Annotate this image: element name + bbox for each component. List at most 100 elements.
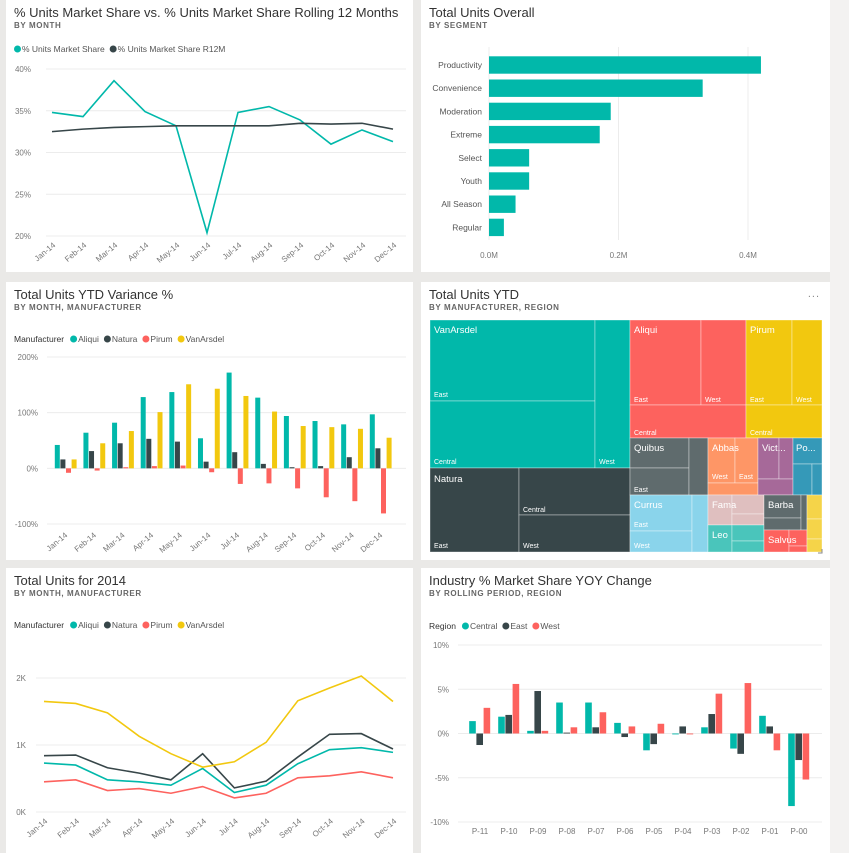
treemap-label-manufacturer: Aliqui <box>634 325 657 336</box>
legend-label: % Units Market Share R12M <box>118 44 226 54</box>
bar-east-p-07 <box>592 727 599 734</box>
tile-total-units-ytd-treemap[interactable]: Total Units YTD BY MANUFACTURER, REGION … <box>421 282 830 560</box>
legend-label: Aliqui <box>78 334 99 344</box>
treemap-cell-natura-east <box>429 467 520 553</box>
tile-subtitle: BY MONTH, MANUFACTURER <box>14 303 142 312</box>
treemap-cell-pirum-central <box>745 404 823 439</box>
treemap-cell-salvus-c <box>788 545 808 553</box>
legend-marker-pirum <box>142 335 150 343</box>
treemap-label-region: West <box>705 397 721 404</box>
legend-marker-vanarsdel <box>177 335 185 343</box>
treemap-label-region: East <box>634 397 648 404</box>
bar-vanarsdel-dec-14 <box>386 437 392 469</box>
bar-aliqui-mar-14 <box>112 422 118 469</box>
legend-label: Natura <box>112 334 138 344</box>
treemap-label-region: East <box>634 487 648 494</box>
tile-total-units-2014[interactable]: Total Units for 2014 BY MONTH, MANUFACTU… <box>6 568 413 853</box>
tile-market-share-line-chart[interactable]: % Units Market Share vs. % Units Market … <box>6 0 413 272</box>
treemap-cell-abbas-other <box>707 482 759 496</box>
category-label: Regular <box>452 222 482 232</box>
bar-east-p-03 <box>708 714 715 734</box>
treemap-cell-other-a <box>806 494 823 520</box>
bar-natura-jun-14 <box>203 461 209 469</box>
bar-east-p-09 <box>534 691 541 734</box>
x-tick-label: 0.0M <box>480 251 498 260</box>
tile-ytd-variance[interactable]: Total Units YTD Variance % BY MONTH, MAN… <box>6 282 413 560</box>
bar-pirum-mar-14 <box>123 467 129 469</box>
bar-pirum-dec-14 <box>381 468 386 514</box>
treemap-label-region: West <box>796 397 812 404</box>
treemap-label-manufacturer: Leo <box>712 530 728 541</box>
tile-industry-yoy-change[interactable]: Industry % Market Share YOY Change BY RO… <box>421 568 830 853</box>
series-line-0 <box>51 79 394 236</box>
treemap-label-region: West <box>523 543 539 550</box>
treemap-label-region: West <box>599 459 615 466</box>
treemap-cell-pomum-c <box>811 463 823 496</box>
x-tick-label: Jun-14 <box>183 816 208 839</box>
x-tick-label: P-08 <box>559 827 576 836</box>
bar-pirum-oct-14 <box>323 468 329 498</box>
category-label: Moderation <box>439 106 482 116</box>
bar-west-p-10 <box>512 683 520 734</box>
tile-total-units-overall[interactable]: Total Units Overall BY SEGMENT 0.0M 0.2M 0… <box>421 0 830 272</box>
x-tick-label: P-02 <box>733 827 750 836</box>
bar-aliqui-oct-14 <box>312 421 318 469</box>
bar-west-p-08 <box>570 727 578 734</box>
bar-central-p-02 <box>730 733 737 749</box>
treemap-cell-fama-c <box>731 513 765 526</box>
bar-west-p-06 <box>628 726 636 734</box>
tile-title: Total Units YTD Variance % <box>14 287 174 302</box>
treemap-cell-other-c <box>806 538 823 553</box>
legend-label: East <box>510 621 528 631</box>
scrollbar-track[interactable] <box>830 0 849 853</box>
tile-title: Total Units for 2014 <box>14 573 127 588</box>
bar-central-p-05 <box>643 733 650 751</box>
x-tick-label: 0.2M <box>610 251 628 260</box>
legend-label: Aliqui <box>78 620 99 630</box>
bar-vanarsdel-may-14 <box>186 384 192 469</box>
bar-aliqui-sep-14 <box>283 416 289 469</box>
legend-marker--units-market-share-r12m <box>109 45 117 53</box>
bar-east-p-04 <box>679 726 686 734</box>
x-tick-label: P-01 <box>762 827 779 836</box>
bar-productivity <box>489 56 761 74</box>
treemap-cell-currus-other <box>691 494 709 553</box>
treemap-label-manufacturer: VanArsdel <box>434 325 477 336</box>
tile-subtitle: BY SEGMENT <box>429 21 488 30</box>
x-tick-label: P-00 <box>791 827 808 836</box>
bar-natura-jul-14 <box>232 452 238 469</box>
x-tick-label: P-11 <box>472 827 489 836</box>
legend-label: Natura <box>112 620 138 630</box>
treemap-label-manufacturer: Salvus <box>768 535 797 546</box>
treemap-cell-quibus-other <box>688 437 709 496</box>
treemap-cell-leo-c <box>731 540 765 553</box>
bar-natura-jan-14 <box>60 459 66 469</box>
treemap-label-manufacturer: Quibus <box>634 443 664 454</box>
category-label: Extreme <box>450 130 482 140</box>
x-tick-label: P-07 <box>588 827 605 836</box>
legend-marker-aliqui <box>70 335 78 343</box>
treemap-cell-natura-west <box>518 514 631 553</box>
x-tick-label: Aug-14 <box>244 530 270 554</box>
bar-west-p-00 <box>802 733 810 780</box>
legend-title: Region <box>429 621 456 631</box>
bar-east-p-02 <box>737 733 744 754</box>
treemap-cell-vanarsdel-west <box>594 319 631 469</box>
bar-pirum-feb-14 <box>94 468 100 471</box>
bar-central-p-08 <box>556 702 563 734</box>
legend-marker-natura <box>103 335 111 343</box>
series-line-aliqui <box>43 746 394 794</box>
x-tick-label: Mar-14 <box>94 240 120 264</box>
y-tick-label: 2K <box>16 674 26 683</box>
bar-vanarsdel-feb-14 <box>100 443 106 469</box>
chart-svg: Manufacturer Aliqui Natura Pirum VanArsdel 20… <box>14 334 406 555</box>
legend-marker-natura <box>103 621 111 629</box>
bar-west-p-05 <box>657 723 665 734</box>
y-tick-label: 200% <box>18 353 38 362</box>
bar-pirum-jan-14 <box>66 468 71 473</box>
x-tick-label: Mar-14 <box>101 530 127 554</box>
tile-subtitle: BY ROLLING PERIOD, REGION <box>429 589 563 598</box>
x-tick-label: P-03 <box>704 827 721 836</box>
tile-subtitle: BY MONTH, MANUFACTURER <box>14 589 142 598</box>
more-options-button[interactable]: ... <box>807 288 820 300</box>
